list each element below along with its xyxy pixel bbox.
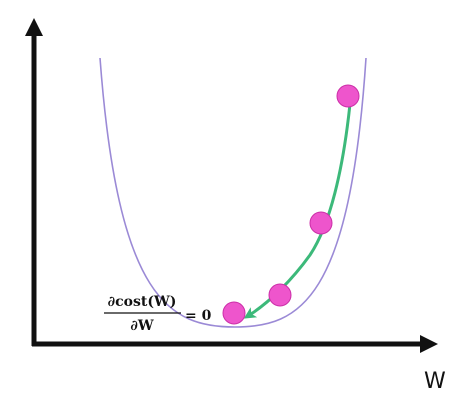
x-axis-arrowhead bbox=[420, 335, 438, 353]
equation-numerator: ∂cost(W) bbox=[108, 294, 177, 310]
descent-points bbox=[222, 84, 360, 325]
descent-point-2 bbox=[309, 211, 333, 235]
x-axis-label: W bbox=[424, 369, 446, 394]
equation-rhs: = 0 bbox=[185, 308, 212, 324]
descent-point-start bbox=[336, 84, 360, 108]
gradient-descent-arrow bbox=[243, 103, 352, 319]
descent-point-minimum bbox=[222, 301, 246, 325]
descent-point-3 bbox=[268, 283, 292, 307]
y-axis-arrowhead bbox=[25, 18, 43, 36]
equation-denominator: ∂W bbox=[130, 318, 153, 334]
cost-curve bbox=[99, 57, 367, 328]
derivative-equation: ∂cost(W) ∂W = 0 bbox=[104, 294, 212, 334]
